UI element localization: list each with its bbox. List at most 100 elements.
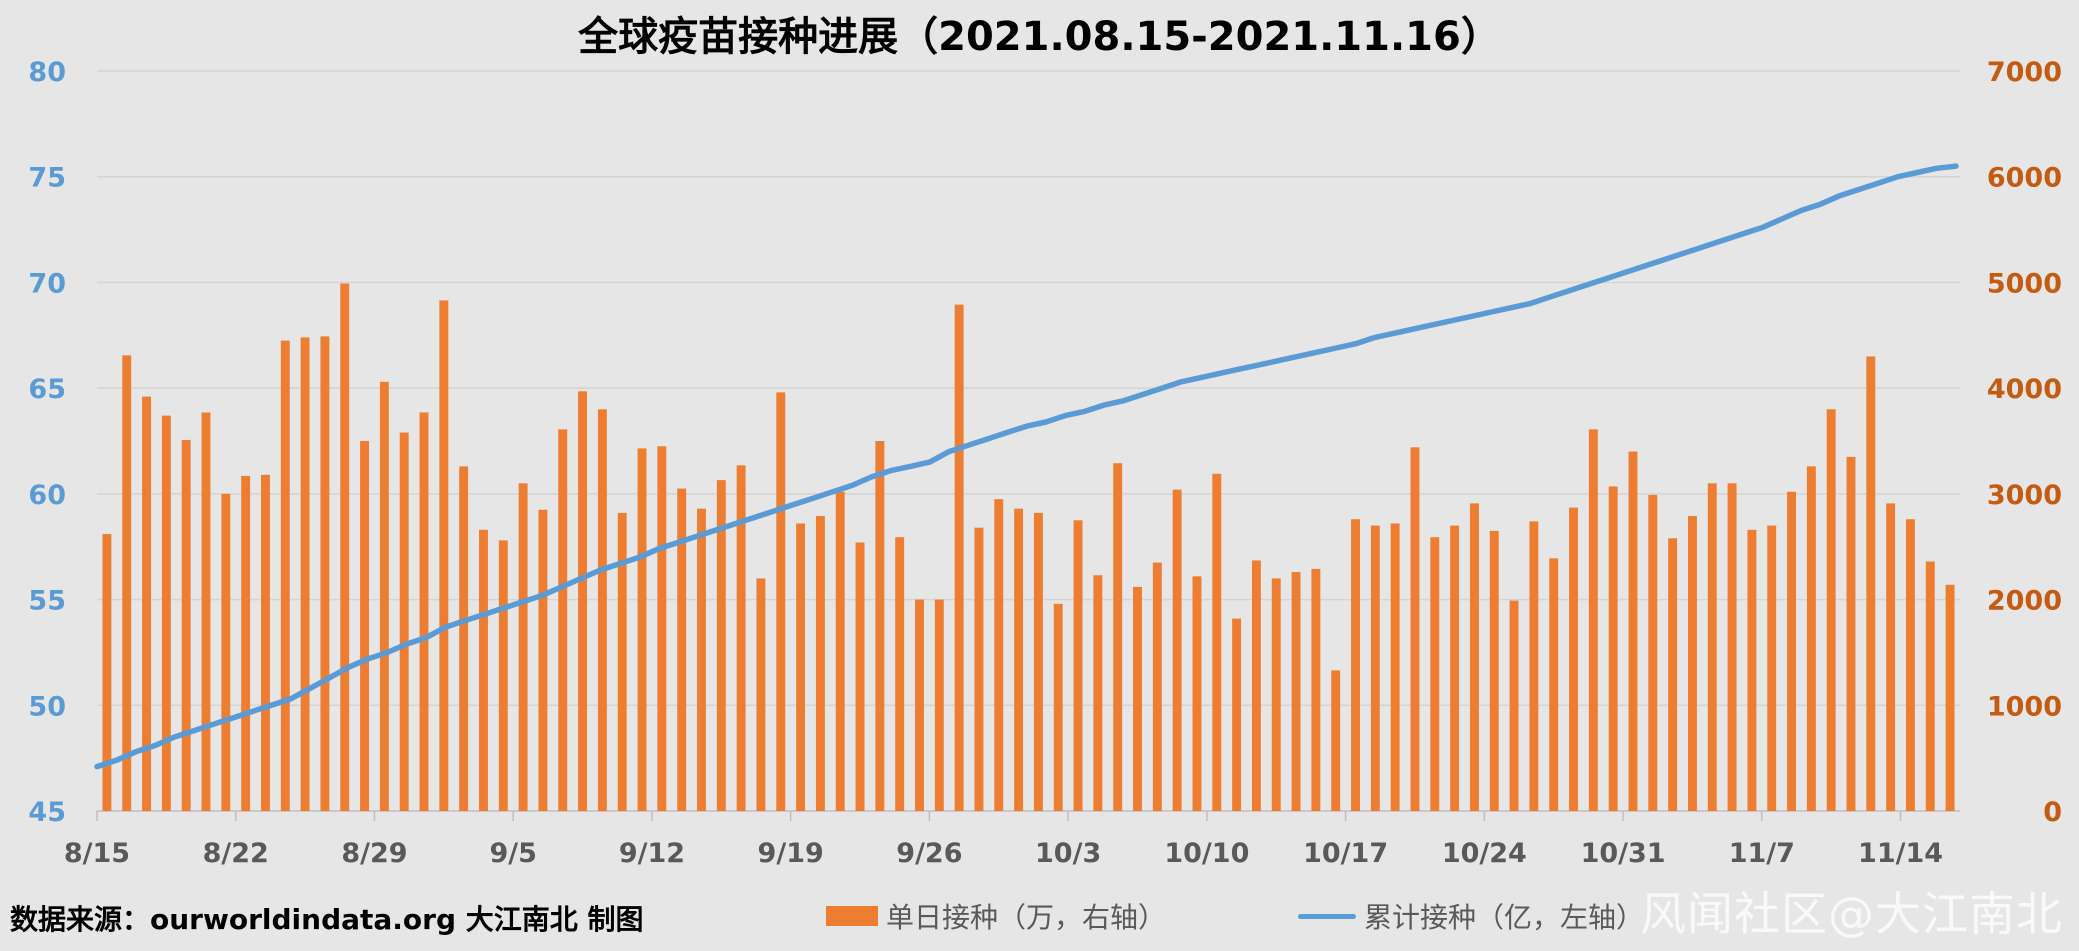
bar [1053, 603, 1063, 811]
bar [280, 340, 290, 811]
bar [1628, 451, 1638, 811]
legend-label-cumulative: 累计接种（亿，左轴） [1364, 901, 1645, 934]
bar [578, 391, 588, 811]
bar [360, 441, 370, 811]
bar [261, 474, 270, 811]
bar [1925, 561, 1935, 811]
bar-series [102, 283, 1955, 811]
x-tick-label: 9/26 [896, 838, 962, 869]
right-tick-label: 0 [2043, 797, 2062, 828]
right-axis-ticks: 0 1000 2000 3000 4000 5000 6000 7000 [1987, 57, 2062, 828]
bar [1331, 670, 1341, 811]
bar [1390, 523, 1400, 811]
bar [736, 465, 746, 811]
bar [1886, 503, 1896, 811]
bar [142, 396, 152, 811]
bar [479, 529, 488, 811]
bar [1232, 618, 1242, 811]
bar [161, 415, 171, 811]
bar [1251, 560, 1261, 811]
bar [657, 446, 667, 811]
legend-item-daily: 单日接种（万，右轴） [826, 896, 1166, 936]
x-tick-label: 8/22 [203, 838, 269, 869]
bar [1846, 456, 1856, 811]
left-axis-ticks: 45 50 55 60 65 70 75 80 [28, 57, 66, 828]
bar [1826, 409, 1836, 811]
bar [1172, 489, 1182, 811]
x-tick-label: 10/3 [1035, 838, 1101, 869]
bar [756, 578, 766, 811]
right-tick-label: 1000 [1987, 691, 2062, 722]
bar [340, 283, 350, 811]
x-axis-ticks: 8/15 8/22 8/29 9/5 9/12 9/19 9/26 10/3 10/10 10/1… [64, 811, 1943, 869]
bar [1351, 519, 1360, 811]
x-tick-label: 10/17 [1303, 838, 1388, 869]
bar [1014, 508, 1024, 811]
bar [1608, 486, 1618, 811]
left-tick-label: 80 [28, 57, 66, 88]
bar [934, 599, 944, 811]
bar [1806, 466, 1816, 811]
bar [974, 527, 984, 811]
left-tick-label: 50 [28, 691, 66, 722]
x-tick-label: 9/19 [758, 838, 824, 869]
bar [1430, 537, 1440, 811]
bar [895, 537, 905, 811]
bar [300, 337, 310, 811]
x-tick-label: 9/5 [489, 838, 536, 869]
bar [181, 439, 191, 811]
bar [1866, 356, 1876, 811]
bar [1113, 463, 1123, 811]
right-tick-label: 4000 [1987, 374, 2062, 405]
bar [1212, 473, 1222, 811]
x-tick-label: 9/12 [619, 838, 685, 869]
bar [221, 493, 231, 811]
bar [558, 429, 568, 811]
bar [1509, 600, 1519, 811]
bar [875, 441, 885, 811]
bar [1945, 584, 1955, 811]
left-tick-label: 55 [28, 586, 66, 617]
bar [1291, 572, 1301, 811]
bar [498, 540, 508, 811]
bar [1767, 525, 1777, 811]
bar [320, 336, 330, 811]
bar [1707, 483, 1717, 811]
bar [1073, 520, 1083, 811]
bar [102, 534, 112, 811]
legend-label-daily: 单日接种（万，右轴） [886, 901, 1167, 934]
bar [1668, 538, 1678, 811]
bar [459, 466, 469, 811]
x-tick-label: 11/14 [1858, 838, 1943, 869]
right-tick-label: 3000 [1987, 480, 2062, 511]
bar [1093, 575, 1103, 811]
legend-item-cumulative: 累计接种（亿，左轴） [1298, 896, 1644, 936]
bar [1747, 529, 1757, 811]
bar [1450, 525, 1460, 811]
bar [776, 392, 786, 811]
bar [201, 412, 211, 811]
left-tick-label: 70 [28, 268, 66, 299]
bar [538, 509, 548, 811]
watermark: 风闻社区@大江南北 [1640, 887, 2063, 941]
chart-title: 全球疫苗接种进展（2021.08.15-2021.11.16） [578, 14, 1501, 60]
bar [419, 412, 429, 811]
legend-bar-swatch [826, 906, 878, 926]
bar [954, 304, 964, 811]
bar [1271, 578, 1281, 811]
bar [1727, 483, 1737, 811]
right-tick-label: 5000 [1987, 268, 2062, 299]
bar [617, 512, 627, 811]
bar [796, 523, 806, 811]
bar [1687, 516, 1697, 811]
cumulative-line [94, 163, 1959, 770]
right-tick-label: 2000 [1987, 586, 2062, 617]
bar [1311, 568, 1321, 811]
bar [1152, 562, 1162, 811]
bar [994, 499, 1004, 811]
bar [835, 491, 845, 811]
bar [399, 432, 409, 811]
bar [1370, 525, 1380, 811]
grid-lines [97, 70, 1960, 812]
